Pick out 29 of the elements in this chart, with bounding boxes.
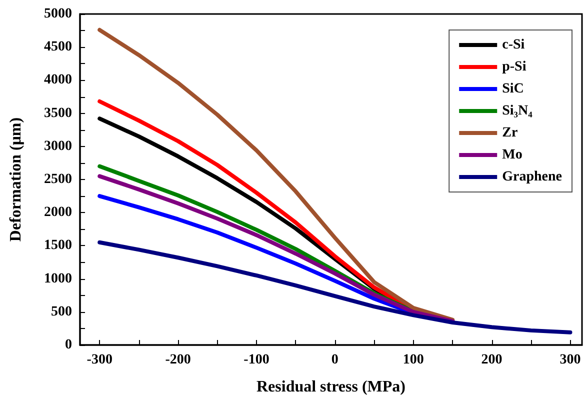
x-tick-label: -100 bbox=[244, 352, 270, 368]
legend-label: p-Si bbox=[502, 60, 526, 74]
line-series bbox=[98, 28, 455, 322]
y-tick-label: 5000 bbox=[44, 6, 72, 22]
y-tick-label: 1000 bbox=[44, 271, 72, 286]
legend-label: SiC bbox=[502, 82, 524, 96]
legend-label: c-Si bbox=[502, 38, 525, 52]
y-tick-label: 2500 bbox=[44, 172, 72, 187]
y-tick-label: 3000 bbox=[44, 138, 72, 154]
legend-label: Si₃N₄ bbox=[502, 104, 534, 118]
y-tick-label: 500 bbox=[51, 304, 72, 320]
line-series bbox=[98, 240, 572, 334]
y-tick-label: 0 bbox=[65, 338, 72, 352]
legend-label: Zr bbox=[502, 126, 518, 140]
x-tick-label: -300 bbox=[86, 352, 112, 368]
x-tick-label: -200 bbox=[165, 352, 191, 368]
legend-label: Mo bbox=[502, 148, 522, 162]
x-tick-label: 0 bbox=[331, 352, 338, 368]
y-axis-title: Deformation (μm) bbox=[8, 117, 24, 242]
y-tick-label: 3500 bbox=[44, 106, 72, 121]
x-tick-label: 300 bbox=[560, 352, 581, 368]
y-tick-label: 4500 bbox=[44, 40, 72, 55]
y-tick-label: 1500 bbox=[44, 238, 72, 254]
y-tick-label: 2000 bbox=[44, 205, 72, 220]
x-tick-label: 100 bbox=[402, 352, 424, 368]
legend-label: Graphene bbox=[502, 170, 562, 184]
y-tick-label: 4000 bbox=[44, 72, 72, 88]
x-axis-title: Residual stress (MPa) bbox=[256, 378, 406, 396]
x-tick-label: 200 bbox=[481, 352, 502, 368]
